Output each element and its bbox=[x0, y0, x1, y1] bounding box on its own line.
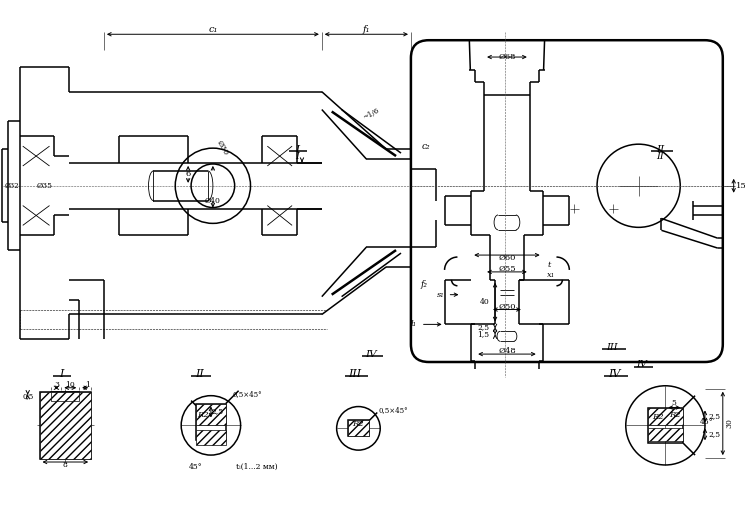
Bar bbox=[39, 392, 91, 459]
Text: Ø48: Ø48 bbox=[498, 347, 516, 355]
Bar bbox=[347, 420, 370, 436]
Text: ~1/6: ~1/6 bbox=[362, 107, 381, 122]
Text: 2,5: 2,5 bbox=[477, 323, 489, 331]
Text: Ø55: Ø55 bbox=[498, 265, 516, 273]
Text: c₂: c₂ bbox=[422, 141, 430, 151]
Bar bbox=[39, 392, 91, 459]
Text: I: I bbox=[295, 145, 299, 154]
Text: I: I bbox=[59, 369, 63, 379]
Text: Ø30: Ø30 bbox=[215, 139, 230, 157]
Text: 30: 30 bbox=[726, 419, 734, 428]
Bar bbox=[647, 408, 683, 443]
Text: Ø68: Ø68 bbox=[498, 53, 516, 61]
Bar bbox=[347, 420, 370, 436]
Text: III: III bbox=[348, 369, 361, 379]
Text: 40: 40 bbox=[479, 298, 489, 305]
Text: 10: 10 bbox=[66, 381, 75, 389]
Text: x₁: x₁ bbox=[548, 271, 556, 279]
Bar bbox=[647, 428, 683, 441]
Text: Ø60: Ø60 bbox=[498, 254, 516, 262]
Text: f₂: f₂ bbox=[420, 280, 428, 289]
Text: s₁: s₁ bbox=[437, 291, 445, 299]
Text: 3: 3 bbox=[54, 381, 59, 389]
Text: 0,5: 0,5 bbox=[22, 391, 34, 400]
Text: Ø32: Ø32 bbox=[4, 182, 19, 190]
Text: 5: 5 bbox=[672, 399, 676, 407]
Text: 45°: 45° bbox=[700, 418, 714, 427]
Bar bbox=[196, 403, 226, 440]
Bar bbox=[196, 430, 226, 445]
Text: II: II bbox=[656, 151, 665, 160]
Text: II: II bbox=[196, 369, 204, 379]
Text: IV: IV bbox=[366, 350, 377, 358]
Text: Ø50: Ø50 bbox=[498, 302, 516, 311]
Text: 45°: 45° bbox=[189, 463, 203, 471]
Text: l₁: l₁ bbox=[411, 320, 417, 329]
Bar bbox=[51, 392, 79, 401]
Text: II: II bbox=[656, 145, 665, 154]
Text: 2,5: 2,5 bbox=[212, 408, 224, 416]
Text: 15: 15 bbox=[735, 182, 745, 190]
Text: 6: 6 bbox=[186, 170, 191, 178]
Text: R2: R2 bbox=[670, 411, 681, 420]
Text: I: I bbox=[295, 151, 299, 160]
Text: R2: R2 bbox=[352, 420, 364, 429]
Bar bbox=[196, 403, 226, 425]
Text: 2,5: 2,5 bbox=[709, 412, 721, 420]
Text: Ø35: Ø35 bbox=[37, 182, 53, 190]
Text: Ø40: Ø40 bbox=[205, 196, 221, 204]
Text: 1,5: 1,5 bbox=[477, 330, 489, 339]
Bar bbox=[647, 408, 683, 425]
Text: IV: IV bbox=[636, 361, 647, 369]
Text: t: t bbox=[548, 261, 551, 269]
Text: III: III bbox=[606, 343, 618, 352]
Bar bbox=[51, 392, 79, 401]
Text: f₁: f₁ bbox=[363, 25, 370, 34]
Text: 0,5×45°: 0,5×45° bbox=[232, 390, 262, 398]
Text: 2,5: 2,5 bbox=[709, 430, 721, 438]
Text: 0,5×45°: 0,5×45° bbox=[378, 407, 408, 414]
Text: tᵢ(1...2 мм): tᵢ(1...2 мм) bbox=[235, 463, 277, 471]
Text: 8: 8 bbox=[63, 461, 68, 469]
Text: 1: 1 bbox=[85, 381, 89, 389]
Text: IV: IV bbox=[608, 369, 620, 379]
Text: R2: R2 bbox=[197, 411, 209, 420]
Text: c₁: c₁ bbox=[208, 25, 218, 34]
Text: R2: R2 bbox=[652, 413, 663, 421]
